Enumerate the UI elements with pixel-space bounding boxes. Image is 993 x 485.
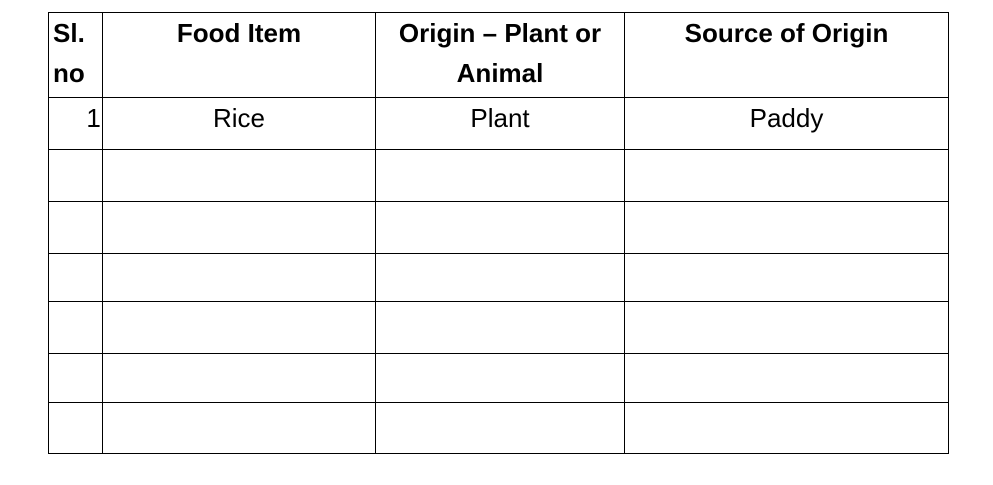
header-source: Source of Origin: [624, 12, 949, 98]
cell-sl-no: 1.: [48, 97, 103, 150]
cell-food-item: [102, 149, 376, 202]
cell-source: [624, 301, 949, 354]
cell-sl-no: [48, 301, 103, 354]
cell-sl-no: [48, 402, 103, 454]
cell-source: Paddy: [624, 97, 949, 150]
header-sl-line1: Sl.: [53, 18, 85, 48]
cell-sl-no: [48, 253, 103, 302]
table-row: [48, 353, 949, 403]
cell-source: [624, 201, 949, 254]
cell-origin: [375, 149, 625, 202]
table-row: [48, 301, 949, 354]
cell-food-item: [102, 301, 376, 354]
header-food-item: Food Item: [102, 12, 376, 98]
cell-source: [624, 149, 949, 202]
cell-origin: [375, 353, 625, 403]
table-row: [48, 149, 949, 202]
cell-sl-no: [48, 149, 103, 202]
cell-source: [624, 402, 949, 454]
header-sl-line2: no: [53, 58, 85, 88]
cell-origin: [375, 253, 625, 302]
cell-origin: [375, 402, 625, 454]
header-origin-line2: Animal: [456, 58, 544, 88]
cell-origin: [375, 201, 625, 254]
header-origin: Origin – Plant or Animal: [375, 12, 625, 98]
cell-food-item: Rice: [102, 97, 376, 150]
cell-sl-no: [48, 353, 103, 403]
sl-no-text: 1.: [86, 103, 101, 133]
cell-food-item: [102, 253, 376, 302]
cell-food-item: [102, 353, 376, 403]
header-origin-line1: Origin – Plant or: [398, 18, 602, 48]
header-sl-no: Sl. no: [48, 12, 103, 98]
table-row: [48, 253, 949, 302]
food-origin-table: Sl. no Food Item Origin – Plant or Animal …: [48, 12, 949, 454]
cell-source: [624, 353, 949, 403]
cell-origin: [375, 301, 625, 354]
cell-sl-no: [48, 201, 103, 254]
table-row: [48, 402, 949, 454]
cell-food-item: [102, 402, 376, 454]
table-row: [48, 201, 949, 254]
cell-source: [624, 253, 949, 302]
cell-food-item: [102, 201, 376, 254]
cell-origin: Plant: [375, 97, 625, 150]
header-row: Sl. no Food Item Origin – Plant or Animal …: [48, 12, 949, 98]
